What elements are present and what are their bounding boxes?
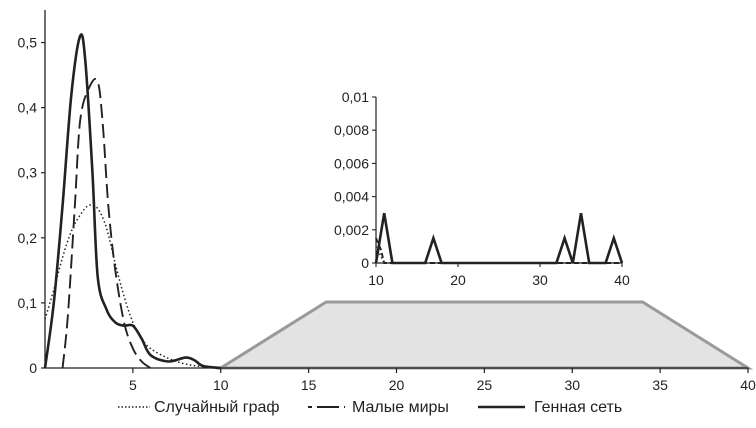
y-tick-label: 0	[29, 360, 37, 376]
inset-y-tick-label: 0,01	[342, 89, 369, 105]
inset-y-tick-label: 0,006	[334, 155, 369, 171]
legend-label: Генная сеть	[534, 399, 622, 416]
x-tick-label: 5	[129, 377, 137, 393]
legend: Случайный граф Малые миры Генная сеть	[118, 399, 622, 416]
x-tick-label: 10	[213, 377, 229, 393]
inset-y-tick-label: 0	[361, 255, 369, 271]
inset-series-3-line	[374, 212, 624, 265]
zoom-trapezoid	[215, 300, 754, 370]
x-tick-label: 15	[301, 377, 317, 393]
y-tick-label: 0,5	[18, 35, 38, 51]
y-tick-label: 0,1	[18, 295, 38, 311]
legend-label: Случайный граф	[154, 399, 280, 416]
inset-y-tick-label: 0,004	[334, 189, 369, 205]
inset-x-tick-label: 40	[614, 272, 630, 288]
main-series-group	[43, 33, 221, 370]
inset-y-tick-label: 0,002	[334, 222, 369, 238]
inset-y-tick-label: 0,008	[334, 122, 369, 138]
x-tick-label: 40	[740, 377, 756, 393]
x-tick-label: 35	[652, 377, 668, 393]
y-tick-label: 0,3	[18, 165, 38, 181]
inset-x-tick-label: 10	[368, 272, 384, 288]
x-tick-label: 30	[564, 377, 580, 393]
x-tick-label: 25	[477, 377, 493, 393]
main-axes: 0 0,1 0,2 0,3 0,4 0,5 5 10 15 20 25 30 35 40	[18, 10, 756, 393]
y-tick-label: 0,2	[18, 230, 38, 246]
main-series-3-line	[43, 33, 221, 370]
inset-series-group	[374, 212, 624, 265]
inset-x-tick-label: 30	[532, 272, 548, 288]
x-tick-label: 20	[389, 377, 405, 393]
zoom-region	[215, 300, 754, 370]
main-series-2-line	[61, 78, 152, 369]
y-tick-label: 0,4	[18, 100, 38, 116]
inset-x-tick-label: 20	[450, 272, 466, 288]
legend-label: Малые миры	[352, 399, 449, 416]
main-series-1-line	[44, 204, 221, 369]
